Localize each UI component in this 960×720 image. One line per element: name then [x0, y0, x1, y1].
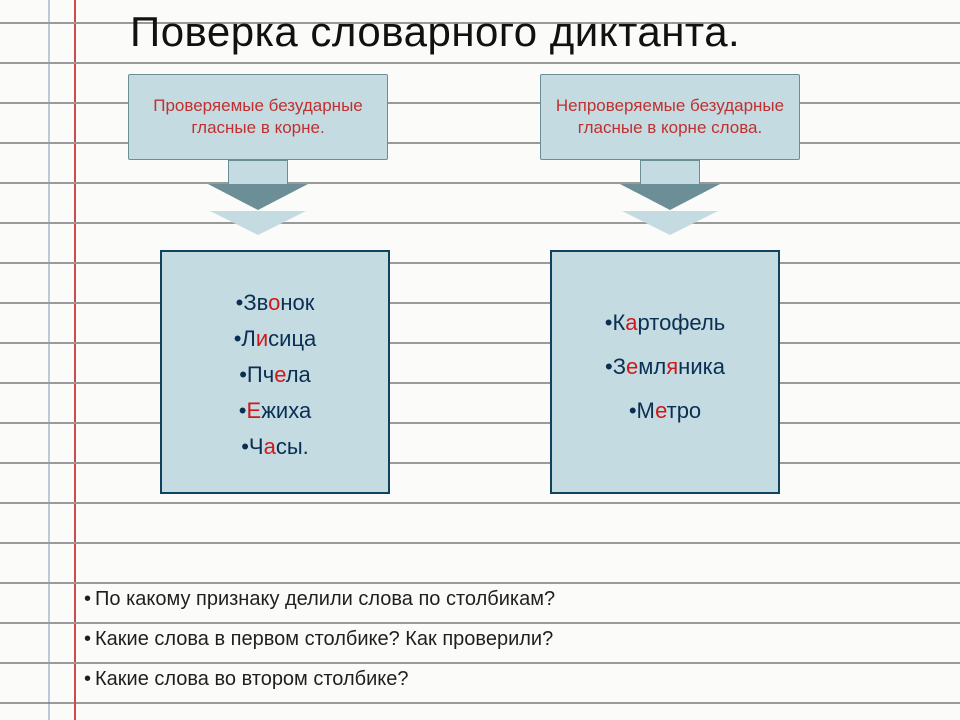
rule-line	[0, 422, 960, 424]
header-box-left: Проверяемые безударные гласные в корне.	[128, 74, 388, 160]
rule-line	[0, 502, 960, 504]
word-item: •Картофель	[552, 310, 778, 336]
rule-line	[0, 662, 960, 664]
rule-line	[0, 62, 960, 64]
rule-line	[0, 542, 960, 544]
question-3: Какие слова во втором столбике?	[84, 668, 409, 691]
arrow-right	[640, 160, 720, 210]
word-item: •Ежиха	[162, 398, 388, 424]
word-item: •Часы.	[162, 434, 388, 460]
rule-line	[0, 702, 960, 704]
word-item: •Звонок	[162, 290, 388, 316]
rule-line	[0, 622, 960, 624]
arrow-left	[228, 160, 308, 210]
rule-line	[0, 302, 960, 304]
rule-line	[0, 182, 960, 184]
word-item: •Земляника	[552, 354, 778, 380]
rule-line	[0, 342, 960, 344]
margin-line-red	[74, 0, 76, 720]
word-item: •Пчела	[162, 362, 388, 388]
page-title: Поверка словарного диктанта.	[130, 8, 740, 56]
rule-line	[0, 262, 960, 264]
word-item: •Лисица	[162, 326, 388, 352]
rule-line	[0, 462, 960, 464]
word-item: •Метро	[552, 398, 778, 424]
rule-line	[0, 382, 960, 384]
header-box-right: Непроверяемые безударные гласные в корне…	[540, 74, 800, 160]
word-box-right: •Картофель •Земляника •Метро	[550, 250, 780, 494]
header-left-text: Проверяемые безударные гласные в корне.	[139, 95, 377, 139]
rule-line	[0, 222, 960, 224]
rule-line	[0, 582, 960, 584]
question-1: По какому признаку делили слова по столб…	[84, 588, 555, 611]
question-2: Какие слова в первом столбике? Как прове…	[84, 628, 553, 651]
word-box-left: •Звонок •Лисица •Пчела •Ежиха •Часы.	[160, 250, 390, 494]
header-right-text: Непроверяемые безударные гласные в корне…	[551, 95, 789, 139]
margin-line-blue	[48, 0, 50, 720]
